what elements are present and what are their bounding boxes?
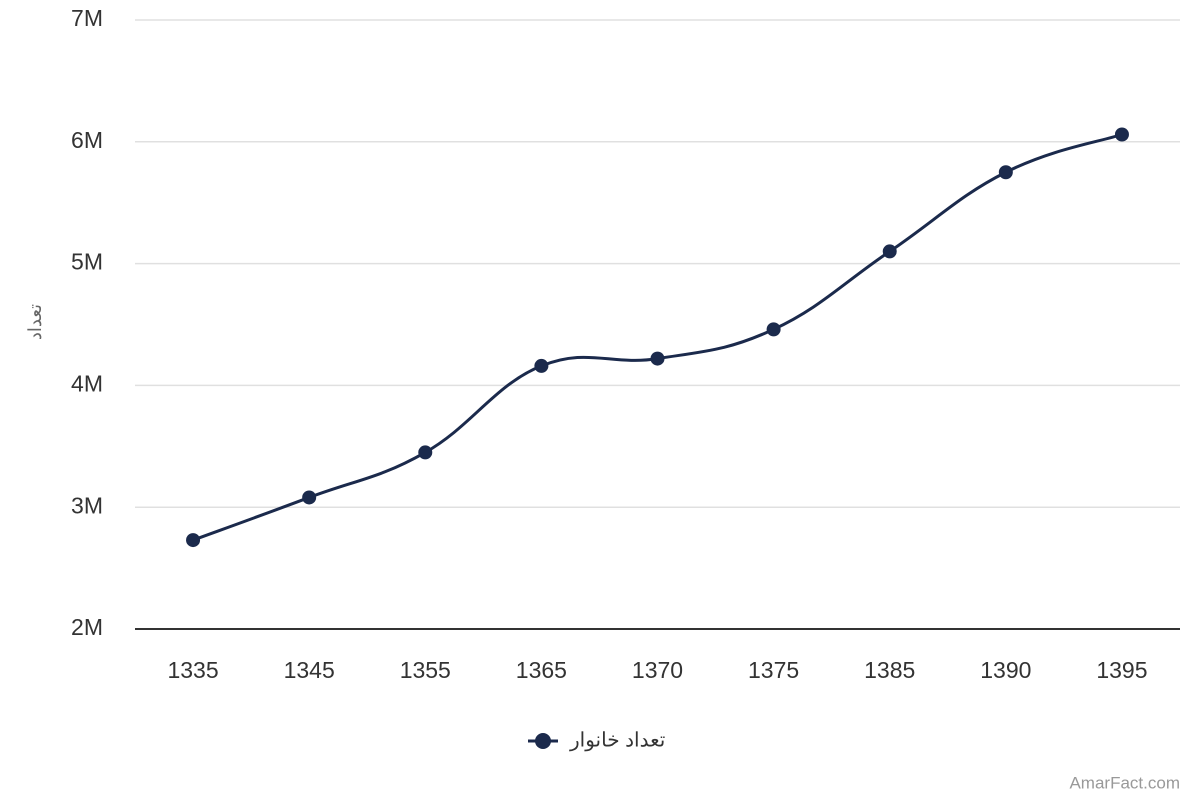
y-tick-label: 5M — [71, 249, 103, 275]
data-point — [998, 165, 1013, 180]
x-tick-label: 1375 — [748, 657, 799, 683]
y-tick-label: 3M — [71, 492, 103, 518]
data-point — [766, 322, 781, 337]
watermark: AmarFact.com — [1069, 773, 1180, 792]
y-tick-label: 4M — [71, 370, 103, 396]
x-tick-label: 1385 — [864, 657, 915, 683]
x-tick-label: 1345 — [284, 657, 335, 683]
x-tick-label: 1335 — [167, 657, 218, 683]
y-tick-label: 7M — [71, 5, 103, 31]
legend-marker — [535, 733, 551, 749]
x-tick-label: 1395 — [1096, 657, 1147, 683]
y-axis-label: تعداد — [25, 304, 45, 340]
series-line — [192, 133, 1123, 542]
data-point — [418, 445, 433, 460]
y-tick-label: 6M — [71, 127, 103, 153]
x-tick-label: 1365 — [516, 657, 567, 683]
data-point — [302, 490, 317, 505]
data-point — [650, 351, 665, 366]
x-tick-label: 1370 — [632, 657, 683, 683]
data-point — [534, 358, 549, 373]
data-point — [1114, 127, 1129, 142]
x-tick-label: 1355 — [400, 657, 451, 683]
data-point — [882, 244, 897, 259]
y-tick-label: 2M — [71, 614, 103, 640]
data-point — [186, 533, 201, 548]
x-tick-label: 1390 — [980, 657, 1031, 683]
legend-label: تعداد خانوار — [569, 729, 665, 751]
